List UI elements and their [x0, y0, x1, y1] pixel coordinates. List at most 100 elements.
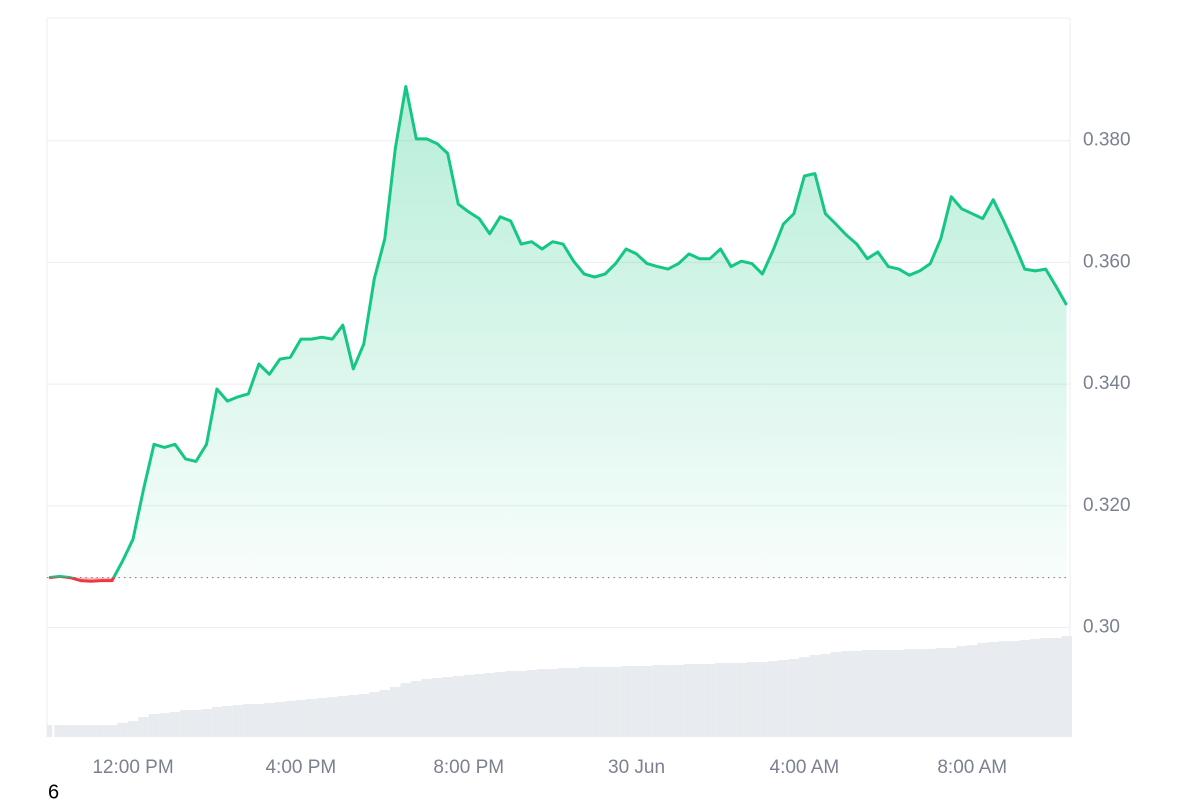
- volume-bar: [159, 713, 170, 737]
- volume-bar: [411, 681, 422, 737]
- volume-bar: [736, 663, 747, 737]
- price-line: [48, 85, 1068, 583]
- volume-bar: [243, 704, 254, 737]
- volume-bar: [1061, 636, 1072, 737]
- volume-bar: [788, 659, 800, 737]
- volume-bar: [306, 699, 317, 737]
- volume-bar: [117, 723, 128, 737]
- volume-bar: [421, 679, 432, 737]
- volume-bar: [557, 668, 569, 737]
- volume-bar: [400, 683, 412, 737]
- volume-bar: [379, 690, 391, 737]
- volume-bar: [54, 725, 65, 737]
- volume-bar: [536, 669, 548, 737]
- volume-bar: [106, 725, 118, 737]
- volume-bar: [966, 645, 978, 737]
- volume-bar: [452, 676, 464, 737]
- volume-bar: [704, 664, 716, 737]
- volume-bar: [201, 709, 212, 737]
- volume-bar: [85, 725, 97, 737]
- volume-bar: [715, 663, 726, 737]
- volume-bar: [620, 666, 632, 737]
- x-tick-label: 30 Jun: [608, 757, 665, 778]
- volume-bar: [316, 698, 328, 737]
- volume-bar: [914, 649, 926, 737]
- volume-bar: [673, 665, 684, 737]
- volume-bar: [820, 654, 831, 737]
- volume-bar: [883, 650, 894, 737]
- volume-bar: [75, 725, 86, 737]
- volume-bar: [180, 710, 191, 737]
- volume-bar: [274, 702, 286, 737]
- y-tick-label: 0.380: [1083, 130, 1131, 151]
- volume-bar: [1029, 639, 1041, 737]
- volume-bar: [893, 650, 905, 737]
- volume-bar: [998, 641, 1009, 737]
- x-tick-label: 4:00 AM: [770, 757, 840, 778]
- volume-bar: [925, 649, 936, 737]
- volume-bar: [872, 650, 884, 737]
- volume-bar: [1040, 638, 1051, 737]
- volume-bar: [683, 664, 695, 737]
- volume-bar: [809, 655, 821, 737]
- volume-bar: [589, 667, 600, 737]
- volume-bar: [767, 661, 779, 737]
- volume-bar: [190, 710, 202, 737]
- volume-bar: [987, 642, 999, 737]
- volume-bar: [295, 700, 307, 737]
- volume-bar: [1008, 641, 1020, 737]
- footnote: 6: [48, 781, 59, 800]
- volume-bar: [778, 660, 789, 737]
- volume-bar: [148, 714, 160, 737]
- volume-bar: [232, 705, 244, 737]
- volume-bar: [526, 670, 537, 737]
- volume-bar: [841, 651, 852, 737]
- volume-bar: [138, 717, 149, 737]
- volume-bar: [64, 725, 76, 737]
- volume-bar: [977, 643, 988, 737]
- volume-bar: [253, 704, 265, 737]
- x-tick-label: 8:00 PM: [433, 757, 504, 778]
- volume-bar: [494, 672, 506, 737]
- x-tick-label: 8:00 AM: [937, 757, 1007, 778]
- volume-bar: [358, 694, 370, 737]
- area-fill: [49, 86, 1067, 582]
- volume-bar: [348, 695, 359, 737]
- volume-bar: [610, 667, 621, 737]
- volume-bar: [568, 668, 579, 737]
- volume-bar: [631, 666, 642, 737]
- volume-bar: [746, 662, 758, 737]
- volume-bar: [599, 667, 611, 737]
- volume-bar: [505, 671, 516, 737]
- volume-bar: [337, 696, 349, 737]
- volume-bar: [442, 677, 453, 737]
- volume-bar: [327, 697, 338, 737]
- volume-bar: [935, 648, 947, 737]
- volume-bar: [1050, 638, 1062, 737]
- volume-bar: [369, 692, 380, 737]
- volume-bar: [473, 674, 485, 737]
- volume-bar: [641, 666, 653, 737]
- volume-bar: [222, 706, 233, 737]
- volume-bar: [662, 665, 674, 737]
- volume-bar: [652, 665, 663, 737]
- x-tick-label: 12:00 PM: [92, 757, 173, 778]
- volume-bar: [694, 664, 705, 737]
- volume-bar: [515, 671, 527, 737]
- volume-bar: [211, 707, 223, 737]
- volume-bar: [799, 657, 810, 737]
- volume-bar: [47, 725, 53, 737]
- volume-bar: [851, 651, 863, 737]
- volume-bar: [547, 669, 558, 737]
- y-tick-label: 0.340: [1083, 373, 1131, 394]
- volume-bar: [431, 678, 443, 737]
- volume-bar: [830, 652, 842, 737]
- volume-bar: [757, 662, 768, 737]
- volume-bar: [390, 687, 401, 737]
- volume-bar: [96, 725, 107, 737]
- volume-bar: [169, 712, 181, 737]
- volume-bar: [862, 650, 873, 737]
- volume-bar: [904, 649, 915, 737]
- y-tick-label: 0.360: [1083, 251, 1131, 272]
